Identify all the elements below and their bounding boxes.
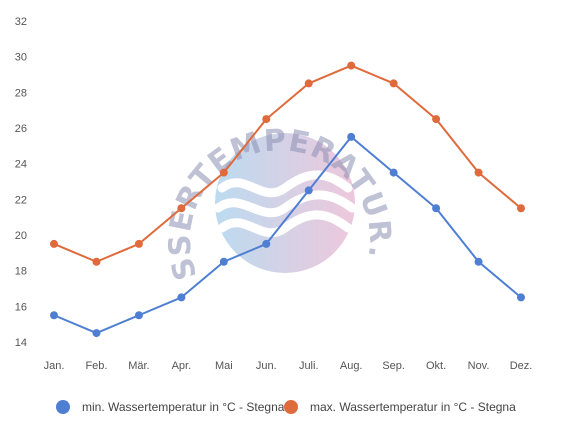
x-tick-label: Mai: [215, 360, 233, 372]
x-tick-label: Feb.: [85, 360, 107, 372]
data-point: [389, 168, 398, 177]
y-tick-label: 28: [15, 87, 27, 99]
series-line-1: [53, 135, 522, 335]
x-tick-label: Jan.: [44, 360, 65, 372]
y-axis: 14 16 18 20 22 24 26 28 30 32: [15, 16, 27, 349]
x-tick-label: Jun.: [256, 360, 277, 372]
data-point: [474, 257, 483, 266]
data-point: [50, 239, 58, 248]
x-tick-label: Sep.: [382, 360, 405, 372]
y-tick-label: 14: [15, 337, 27, 349]
data-point: [134, 311, 143, 320]
data-point: [474, 168, 483, 177]
x-axis: Jan. Feb. Mär. Apr. Mai Jun. Juli. Aug. Sep. Okt.…: [44, 360, 533, 372]
series-layer: [50, 61, 525, 338]
data-point: [219, 168, 228, 177]
y-tick-label: 22: [15, 194, 27, 206]
x-tick-label: Okt.: [426, 360, 446, 372]
data-point: [92, 257, 101, 266]
data-point: [517, 293, 525, 302]
watermark-logo: WASSERTEMPERATUR.ORG: [0, 0, 397, 284]
data-point: [304, 79, 313, 88]
x-tick-label: Juli.: [299, 360, 319, 372]
legend: min. Wassertemperatur in °C - Stegna max.…: [56, 400, 516, 414]
data-point: [389, 79, 398, 88]
y-tick-label: 24: [15, 159, 27, 171]
data-point: [219, 257, 228, 266]
y-tick-label: 30: [15, 52, 27, 64]
legend-marker: [56, 400, 70, 414]
x-tick-label: Mär.: [128, 360, 149, 372]
x-tick-label: Apr.: [172, 360, 192, 372]
legend-label: min. Wassertemperatur in °C - Stegna: [82, 400, 285, 414]
data-point: [177, 293, 186, 302]
data-point: [347, 132, 356, 141]
x-tick-label: Dez.: [510, 360, 533, 372]
data-point: [50, 311, 58, 320]
data-point: [177, 204, 186, 213]
series-line-2: [53, 64, 522, 263]
data-point: [432, 204, 441, 213]
y-tick-label: 20: [15, 230, 27, 242]
x-tick-label: Aug.: [340, 360, 363, 372]
y-tick-label: 18: [15, 266, 27, 278]
legend-label: max. Wassertemperatur in °C - Stegna: [310, 400, 516, 414]
data-point: [134, 239, 143, 248]
y-tick-label: 32: [15, 16, 27, 28]
data-point: [517, 204, 525, 213]
data-point: [92, 329, 101, 338]
y-tick-label: 16: [15, 301, 27, 313]
y-tick-label: 26: [15, 123, 27, 135]
data-point: [304, 186, 313, 195]
data-point: [262, 115, 271, 124]
data-point: [347, 61, 356, 70]
data-point: [262, 239, 271, 248]
legend-marker: [284, 400, 298, 414]
x-tick-label: Nov.: [468, 360, 490, 372]
data-point: [432, 115, 441, 124]
